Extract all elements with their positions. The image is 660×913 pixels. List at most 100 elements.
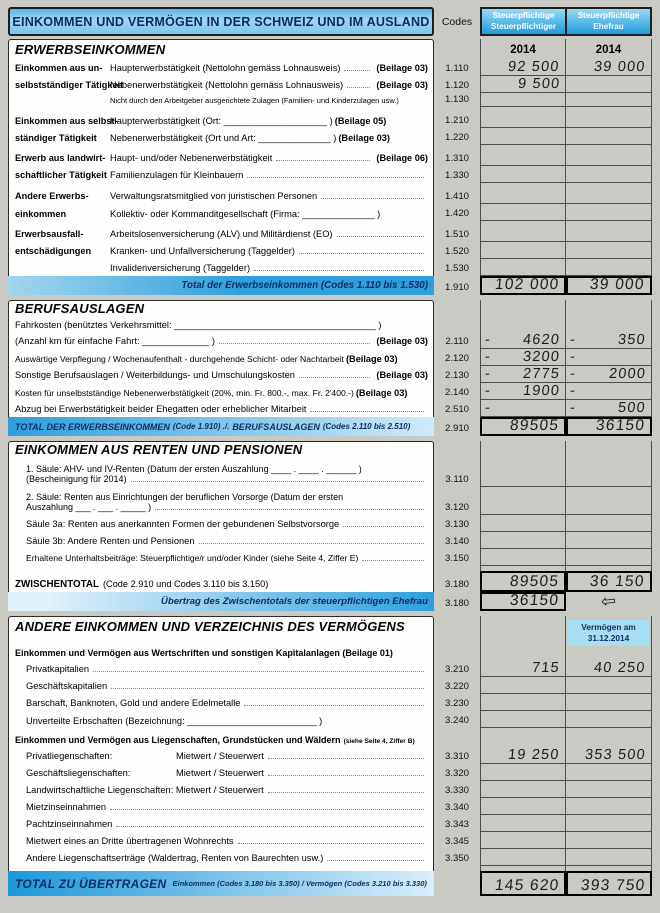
value-1110-taxpayer[interactable]: 92 500 bbox=[480, 59, 566, 76]
dotted-leader bbox=[111, 688, 424, 689]
code-cell: 3.320 bbox=[444, 768, 469, 779]
value-2510-wife[interactable]: -500 bbox=[566, 400, 652, 417]
value-3343-assets[interactable] bbox=[566, 815, 652, 832]
value-3320-assets[interactable] bbox=[566, 764, 652, 781]
value-3350-income[interactable] bbox=[480, 849, 566, 866]
column-header-taxpayer: Steuerpflichtige Steuerpflichtiger bbox=[480, 7, 566, 36]
row-label: Kollektiv- oder Kommanditgesellschaft (F… bbox=[110, 209, 381, 219]
value-1210-wife[interactable] bbox=[566, 111, 652, 128]
value-1410-wife[interactable] bbox=[566, 187, 652, 204]
value-1910-wife[interactable]: 39 000 bbox=[566, 276, 652, 295]
row-label: Fahrkosten (benütztes Verkehrsmittel: __… bbox=[15, 320, 382, 330]
value-3150-taxpayer[interactable] bbox=[480, 549, 566, 566]
code-cell: 2.910 bbox=[444, 423, 469, 434]
value-1220-wife[interactable] bbox=[566, 128, 652, 145]
spacer bbox=[8, 183, 652, 187]
value-2140-taxpayer[interactable]: -1900 bbox=[480, 383, 566, 400]
value-1110-wife[interactable]: 39 000 bbox=[566, 59, 652, 76]
code-cell: 3.340 bbox=[444, 802, 469, 813]
value-2910-taxpayer[interactable]: 89505 bbox=[480, 417, 566, 436]
value-2910-wife[interactable]: 36150 bbox=[566, 417, 652, 436]
value-1410-taxpayer[interactable] bbox=[480, 187, 566, 204]
value-1130-taxpayer[interactable] bbox=[480, 93, 566, 107]
value-3345-income[interactable] bbox=[480, 832, 566, 849]
value-2110-wife[interactable]: -350 bbox=[566, 332, 652, 349]
row-label: Kosten für unselbstständige Nebenerwerbs… bbox=[15, 388, 354, 398]
section4-heading: ANDERE EINKOMMEN UND VERZEICHNIS DES VER… bbox=[15, 619, 405, 634]
value-3330-assets[interactable] bbox=[566, 781, 652, 798]
row-subheader-wertschriften: Einkommen und Vermögen aus Wertschriften… bbox=[8, 620, 652, 660]
value-1420-taxpayer[interactable] bbox=[480, 204, 566, 221]
value-3310-assets[interactable]: 353 500 bbox=[566, 747, 652, 764]
value-1120-wife[interactable] bbox=[566, 76, 652, 93]
value-3330-income[interactable] bbox=[480, 781, 566, 798]
value-3230-assets[interactable] bbox=[566, 694, 652, 711]
value-1520-taxpayer[interactable] bbox=[480, 242, 566, 259]
value-1510-wife[interactable] bbox=[566, 225, 652, 242]
value-3345-assets[interactable] bbox=[566, 832, 652, 849]
value-3150-wife[interactable] bbox=[566, 549, 652, 566]
value-1120-taxpayer[interactable]: 9 500 bbox=[480, 76, 566, 93]
value-3340-income[interactable] bbox=[480, 798, 566, 815]
value-1520-wife[interactable] bbox=[566, 242, 652, 259]
value-2110-taxpayer[interactable]: -4620 bbox=[480, 332, 566, 349]
row-label: Pachtzinseinnahmen bbox=[26, 819, 113, 829]
value-3140-taxpayer[interactable] bbox=[480, 532, 566, 549]
value-2120-taxpayer[interactable]: -3200 bbox=[480, 349, 566, 366]
value-3343-income[interactable] bbox=[480, 815, 566, 832]
code-cell: 1.220 bbox=[444, 132, 469, 143]
value-1530-wife[interactable] bbox=[566, 259, 652, 276]
row-label: Mietzinseinnahmen bbox=[26, 802, 107, 812]
value-3180-taxpayer[interactable]: 89505 bbox=[480, 571, 566, 592]
value-1310-taxpayer[interactable] bbox=[480, 149, 566, 166]
year-wife: 2014 bbox=[566, 39, 652, 59]
value-3220-assets[interactable] bbox=[566, 677, 652, 694]
value-2130-taxpayer[interactable]: -2775 bbox=[480, 366, 566, 383]
value-2130-wife[interactable]: -2000 bbox=[566, 366, 652, 383]
value-3210-assets[interactable]: 40 250 bbox=[566, 660, 652, 677]
row-label: Haupterwerbstätigkeit (Nettolohn gemäss … bbox=[110, 63, 341, 73]
value-1910-taxpayer[interactable]: 102 000 bbox=[480, 276, 566, 295]
value-1130-wife[interactable] bbox=[566, 93, 652, 107]
handdrawn-arrow-cell: ⇦ bbox=[566, 590, 652, 612]
row-3320: Geschäftsliegenschaften: Mietwert / Steue… bbox=[8, 764, 652, 781]
value-3120-taxpayer[interactable] bbox=[480, 487, 566, 515]
value-3340-assets[interactable] bbox=[566, 798, 652, 815]
dotted-leader bbox=[343, 526, 424, 527]
value-3110-wife[interactable] bbox=[566, 459, 652, 487]
value-3120-wife[interactable] bbox=[566, 487, 652, 515]
value-3230-income[interactable] bbox=[480, 694, 566, 711]
value-3320-income[interactable] bbox=[480, 764, 566, 781]
value-1210-taxpayer[interactable] bbox=[480, 111, 566, 128]
value-total-assets[interactable]: 393 750 bbox=[566, 871, 652, 896]
value-1330-taxpayer[interactable] bbox=[480, 166, 566, 183]
value-3310-income[interactable]: 19 250 bbox=[480, 747, 566, 764]
group-label: Andere Erwerbs- bbox=[15, 191, 89, 201]
value-3220-income[interactable] bbox=[480, 677, 566, 694]
value-3140-wife[interactable] bbox=[566, 532, 652, 549]
value-total-income[interactable]: 145 620 bbox=[480, 871, 566, 896]
value-3130-wife[interactable] bbox=[566, 515, 652, 532]
value-3130-taxpayer[interactable] bbox=[480, 515, 566, 532]
value-3240-income[interactable] bbox=[480, 711, 566, 728]
row-1420: einkommen Kollektiv- oder Kommanditgesell… bbox=[8, 204, 652, 221]
value-1310-wife[interactable] bbox=[566, 149, 652, 166]
row-1330: schaftlicher Tätigkeit Familienzulagen fü… bbox=[8, 166, 652, 183]
value-1330-wife[interactable] bbox=[566, 166, 652, 183]
value-uebertrag[interactable]: 36150 bbox=[480, 592, 566, 611]
value-2120-wife[interactable]: - bbox=[566, 349, 652, 366]
value-1530-taxpayer[interactable] bbox=[480, 259, 566, 276]
value-2140-wife[interactable]: - bbox=[566, 383, 652, 400]
dotted-leader bbox=[267, 792, 424, 793]
value-3350-assets[interactable] bbox=[566, 849, 652, 866]
value-3240-assets[interactable] bbox=[566, 711, 652, 728]
value-3180-wife[interactable]: 36 150 bbox=[566, 571, 652, 592]
value-3110-taxpayer[interactable] bbox=[480, 459, 566, 487]
dotted-leader bbox=[116, 826, 424, 827]
value-1420-wife[interactable] bbox=[566, 204, 652, 221]
value-1510-taxpayer[interactable] bbox=[480, 225, 566, 242]
value-1220-taxpayer[interactable] bbox=[480, 128, 566, 145]
value-2510-taxpayer[interactable]: - bbox=[480, 400, 566, 417]
dotted-leader bbox=[327, 860, 424, 861]
value-3210-income[interactable]: 715 bbox=[480, 660, 566, 677]
